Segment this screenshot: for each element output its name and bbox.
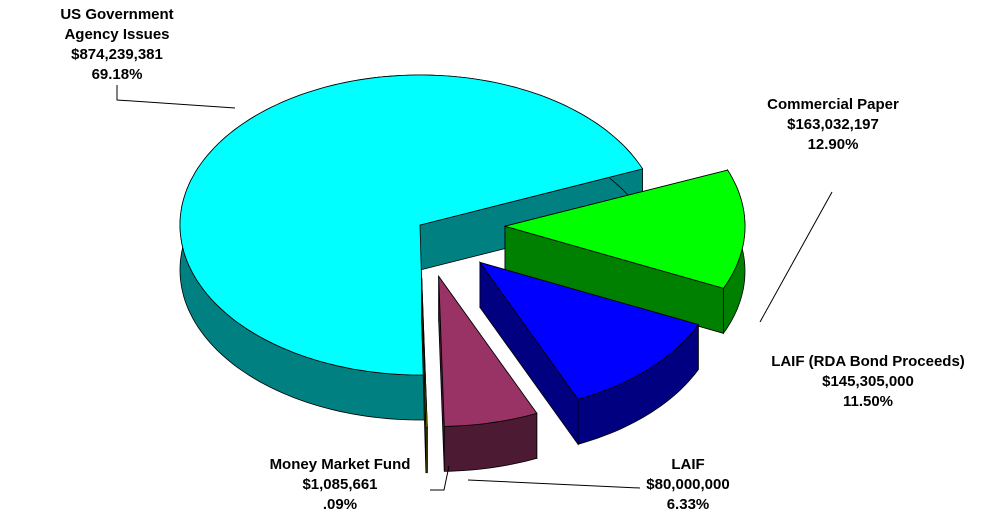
leader-line — [467, 479, 641, 489]
slice-name: Money Market Fund — [269, 456, 411, 473]
pie-slice — [179, 74, 644, 376]
slice-amount: $163,032,197 — [787, 116, 879, 133]
pie-slice — [438, 275, 538, 427]
slice-amount: $80,000,000 — [646, 476, 730, 493]
slice-percent: 12.90% — [807, 136, 859, 153]
slice-label: Money Market Fund $1,085,661 .09% — [240, 455, 440, 515]
slice-percent: 11.50% — [842, 393, 894, 410]
pie-slice — [421, 277, 428, 429]
leader-line — [116, 85, 236, 109]
slice-name: LAIF (RDA Bond Proceeds) — [771, 353, 965, 370]
slice-amount: $874,239,381 — [71, 46, 163, 63]
slice-name: US Government Agency Issues — [60, 6, 174, 43]
slice-label: LAIF (RDA Bond Proceeds) $145,305,000 11.5… — [738, 352, 992, 412]
slice-amount: $145,305,000 — [822, 373, 914, 390]
slice-label: Commercial Paper $163,032,197 12.90% — [733, 95, 933, 155]
slice-percent: 6.33% — [666, 496, 710, 513]
slice-percent: 69.18% — [91, 66, 143, 83]
leader-line — [430, 465, 450, 491]
slice-label: US Government Agency Issues $874,239,381… — [32, 5, 202, 85]
slice-label: LAIF $80,000,000 6.33% — [588, 455, 788, 515]
pie-slice — [503, 169, 746, 289]
slice-name: Commercial Paper — [767, 96, 899, 113]
leader-line — [759, 191, 833, 323]
slice-name: LAIF — [671, 456, 705, 473]
slice-percent: .09% — [322, 496, 358, 513]
pie-slice — [478, 261, 699, 400]
slice-amount: $1,085,661 — [302, 476, 378, 493]
